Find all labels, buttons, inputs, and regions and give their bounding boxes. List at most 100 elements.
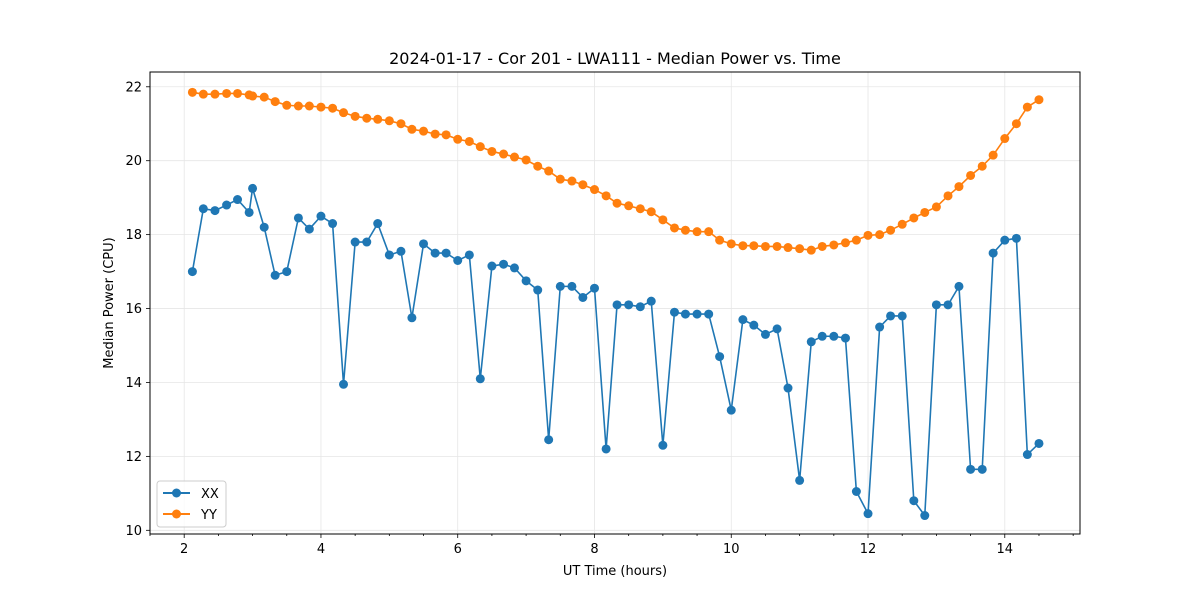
data-point-xx (1000, 235, 1010, 245)
data-point-yy (270, 97, 280, 107)
data-point-xx (817, 331, 827, 341)
data-point-yy (222, 88, 232, 98)
data-point-xx (646, 296, 656, 306)
data-point-xx (920, 511, 930, 521)
data-point-yy (635, 204, 645, 214)
data-point-xx (738, 315, 748, 325)
data-point-yy (977, 161, 987, 171)
data-point-yy (772, 241, 782, 251)
data-point-yy (931, 202, 941, 212)
data-point-yy (1022, 102, 1032, 112)
data-point-yy (806, 245, 816, 255)
legend: XX YY (156, 480, 227, 528)
data-point-xx (977, 464, 987, 474)
data-point-xx (829, 331, 839, 341)
data-point-xx (1034, 438, 1044, 448)
legend-marker-xx (172, 488, 181, 498)
x-axis: 2 4 6 8 10 12 14 (149, 534, 1074, 557)
data-point-yy (509, 152, 519, 162)
data-point-yy (680, 225, 690, 235)
x-tick-label: 10 (723, 542, 740, 557)
data-point-xx (533, 285, 543, 295)
data-point-yy (544, 166, 554, 176)
data-point-xx (233, 195, 243, 205)
data-point-xx (373, 219, 383, 229)
data-point-xx (715, 352, 725, 362)
data-point-xx (555, 281, 565, 291)
data-point-xx (726, 405, 736, 415)
y-axis: 10 12 14 16 18 20 22 (125, 80, 150, 539)
data-point-xx (806, 337, 816, 347)
data-point-yy (954, 182, 964, 192)
data-point-xx (772, 324, 782, 334)
data-point-yy (589, 185, 599, 195)
data-point-yy (316, 102, 326, 112)
data-point-xx (210, 206, 220, 216)
data-point-yy (578, 180, 588, 190)
data-point-yy (601, 191, 611, 201)
legend-label-xx: XX (201, 487, 219, 502)
data-point-yy (829, 240, 839, 250)
y-tick-label: 22 (125, 80, 142, 95)
data-point-xx (931, 300, 941, 310)
data-point-xx (1022, 450, 1032, 460)
data-point-yy (920, 207, 930, 217)
data-point-yy (339, 108, 349, 118)
data-point-xx (966, 464, 976, 474)
data-point-yy (875, 230, 885, 240)
data-point-xx (244, 207, 254, 217)
data-point-xx (521, 276, 531, 286)
data-point-yy (419, 126, 429, 136)
x-axis-label: UT Time (hours) (563, 564, 667, 579)
data-point-yy (897, 219, 907, 229)
data-point-xx (612, 300, 622, 310)
data-point-xx (222, 200, 232, 210)
data-point-xx (350, 237, 360, 247)
data-point-xx (988, 248, 998, 258)
data-point-xx (680, 309, 690, 319)
data-point-xx (499, 259, 509, 269)
data-point-yy (817, 241, 827, 251)
data-point-xx (248, 183, 258, 193)
data-point-xx (282, 267, 292, 277)
data-point-yy (646, 207, 656, 217)
data-point-xx (430, 248, 440, 258)
data-point-xx (293, 213, 303, 223)
data-point-yy (795, 244, 805, 254)
data-point-xx (407, 313, 417, 323)
data-point-yy (328, 103, 338, 113)
data-point-xx (544, 435, 554, 445)
legend-marker-yy (172, 509, 181, 519)
data-point-yy (658, 215, 668, 225)
data-point-yy (304, 101, 314, 111)
data-point-xx (464, 250, 474, 260)
data-point-yy (1011, 119, 1021, 129)
x-tick-label: 2 (180, 542, 188, 557)
data-point-yy (863, 230, 873, 240)
data-point-yy (441, 130, 451, 140)
data-point-yy (715, 235, 725, 245)
data-point-yy (1000, 134, 1010, 144)
data-point-yy (533, 161, 543, 171)
data-point-xx (943, 300, 953, 310)
data-point-yy (886, 225, 896, 235)
data-point-yy (259, 92, 269, 102)
data-point-xx (453, 256, 463, 265)
data-point-yy (487, 146, 497, 156)
series-layer (187, 87, 1044, 521)
data-point-yy (1034, 95, 1044, 105)
data-point-xx (863, 509, 873, 519)
data-point-yy (362, 113, 372, 123)
data-point-yy (293, 101, 303, 111)
data-point-yy (555, 174, 565, 184)
data-point-xx (396, 246, 406, 256)
data-point-xx (658, 440, 668, 450)
x-tick-label: 4 (317, 542, 325, 557)
data-point-yy (384, 116, 394, 126)
data-point-xx (886, 311, 896, 321)
data-point-yy (521, 155, 531, 165)
data-point-yy (187, 87, 197, 97)
x-tick-label: 6 (454, 542, 462, 557)
data-point-yy (988, 150, 998, 160)
